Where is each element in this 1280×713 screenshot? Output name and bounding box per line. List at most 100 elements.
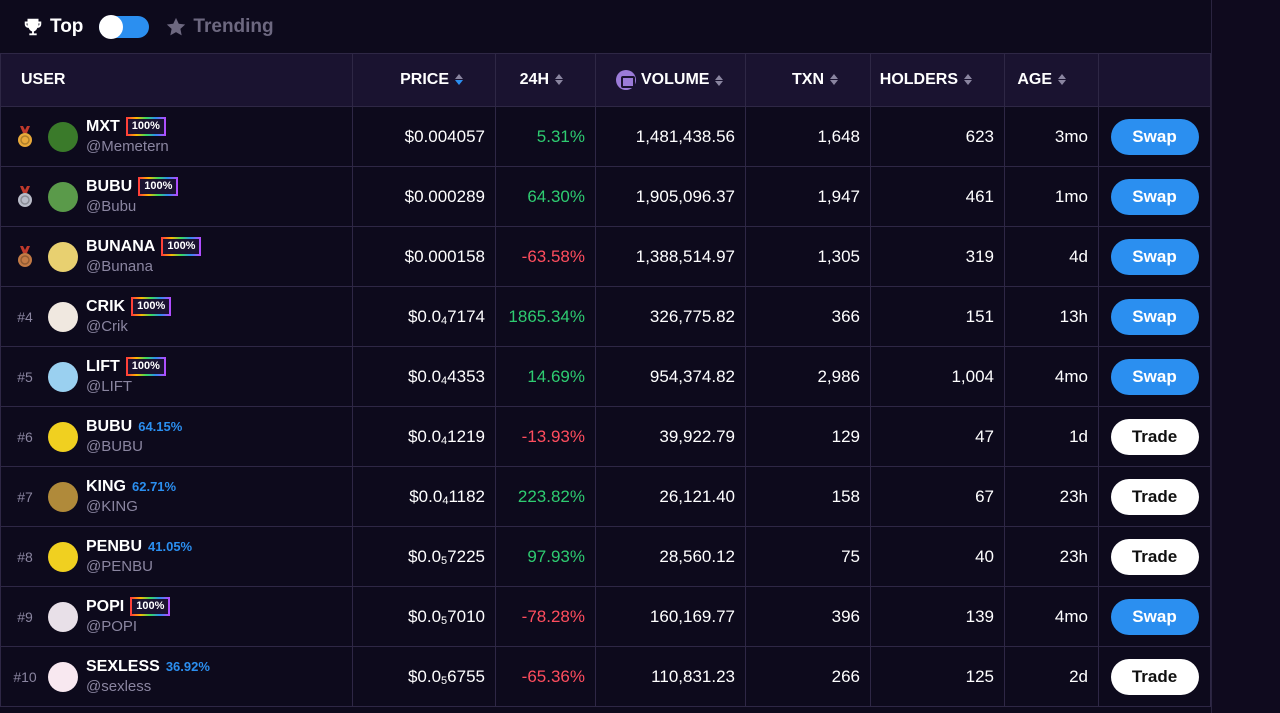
age-cell: 1d [1004,406,1099,467]
price-cell: $0.057010 [352,586,496,647]
table-row[interactable]: BUNANA 100% @Bunana $0.000158 -63.58% 1,3… [0,226,1211,287]
user-cell[interactable]: #5 LIFT 100% @LIFT [0,346,353,407]
table-row[interactable]: #9 POPI 100% @POPI $0.057010 -78.28% 160,… [0,586,1211,647]
volume-cell: 28,560.12 [595,526,746,587]
token-name: BUNANA [86,237,156,255]
swap-button[interactable]: Swap [1110,178,1199,215]
table-row[interactable]: #5 LIFT 100% @LIFT $0.044353 14.69% 954,3… [0,346,1211,407]
rank-number: #10 [13,668,37,685]
action-cell: Swap [1098,106,1211,167]
token-name: BUBU [86,177,133,195]
user-cell[interactable]: #6 BUBU 64.15% @BUBU [0,406,353,467]
txn-cell: 266 [745,646,871,707]
progress-badge: 100% [130,597,171,616]
change-cell: 223.82% [495,466,596,527]
trade-button[interactable]: Trade [1110,658,1199,695]
col-24h[interactable]: 24H [495,53,596,107]
price-cell: $0.047174 [352,286,496,347]
user-cell[interactable]: MXT 100% @Memetern [0,106,353,167]
swap-button[interactable]: Swap [1110,118,1199,155]
change-cell: -65.36% [495,646,596,707]
user-cell[interactable]: #7 KING 62.71% @KING [0,466,353,527]
action-cell: Swap [1098,166,1211,227]
swap-button[interactable]: Swap [1110,598,1199,635]
trade-button[interactable]: Trade [1110,478,1199,515]
txn-cell: 2,986 [745,346,871,407]
token-name: LIFT [86,357,120,375]
action-cell: Trade [1098,466,1211,527]
top-tab[interactable]: Top [22,16,83,38]
holders-cell: 1,004 [870,346,1005,407]
trade-button[interactable]: Trade [1110,418,1199,455]
token-handle: @POPI [86,617,138,635]
token-handle: @Memetern [86,137,169,155]
gold-medal-icon [18,125,32,147]
volume-cell: 326,775.82 [595,286,746,347]
col-age[interactable]: AGE [1004,53,1099,107]
swap-button[interactable]: Swap [1110,238,1199,275]
avatar [48,301,78,332]
trade-button[interactable]: Trade [1110,538,1199,575]
user-cell[interactable]: BUNANA 100% @Bunana [0,226,353,287]
rank-number: #5 [17,368,33,385]
table-row[interactable]: #6 BUBU 64.15% @BUBU $0.041219 -13.93% 39… [0,406,1211,467]
trending-tab[interactable]: Trending [165,16,274,38]
table-row[interactable]: #10 SEXLESS 36.92% @sexless $0.056755 -65… [0,646,1211,707]
token-name: PENBU [86,537,143,555]
holders-cell: 461 [870,166,1005,227]
holders-cell: 47 [870,406,1005,467]
txn-cell: 158 [745,466,871,527]
action-cell: Trade [1098,406,1211,467]
change-cell: -13.93% [495,406,596,467]
volume-cell: 1,905,096.37 [595,166,746,227]
col-price[interactable]: PRICE [352,53,496,107]
txn-cell: 1,947 [745,166,871,227]
change-cell: 64.30% [495,166,596,227]
swap-button[interactable]: Swap [1110,298,1199,335]
age-cell: 1mo [1004,166,1099,227]
progress-percent: 64.15% [138,418,183,434]
table-row[interactable]: #8 PENBU 41.05% @PENBU $0.057225 97.93% 2… [0,526,1211,587]
col-user[interactable]: USER [0,53,353,107]
price-cell: $0.056755 [352,646,496,707]
table-row[interactable]: #4 CRIK 100% @Crik $0.047174 1865.34% 326… [0,286,1211,347]
table-row[interactable]: #7 KING 62.71% @KING $0.041182 223.82% 26… [0,466,1211,527]
change-cell: 5.31% [495,106,596,167]
user-cell[interactable]: #9 POPI 100% @POPI [0,586,353,647]
progress-badge: 100% [161,237,202,256]
top-label: Top [50,15,84,37]
table-row[interactable]: BUBU 100% @Bubu $0.000289 64.30% 1,905,09… [0,166,1211,227]
token-name: BUBU [86,417,133,435]
rank-number: #9 [17,608,33,625]
table-row[interactable]: MXT 100% @Memetern $0.004057 5.31% 1,481,… [0,106,1211,167]
holders-cell: 40 [870,526,1005,587]
sort-icon [715,74,725,87]
change-cell: 97.93% [495,526,596,587]
star-icon [167,17,186,35]
col-action [1098,53,1211,107]
view-toggle[interactable] [99,14,150,39]
action-cell: Trade [1098,526,1211,587]
swap-button[interactable]: Swap [1110,358,1199,395]
col-volume[interactable]: VOLUME [595,53,746,107]
change-cell: 14.69% [495,346,596,407]
volume-cell: 1,481,438.56 [595,106,746,167]
rank-number: #4 [17,308,33,325]
col-txn[interactable]: TXN [745,53,871,107]
token-handle: @BUBU [86,437,143,455]
age-cell: 23h [1004,526,1099,587]
user-cell[interactable]: #10 SEXLESS 36.92% @sexless [0,646,353,707]
col-holders[interactable]: HOLDERS [870,53,1005,107]
holders-cell: 67 [870,466,1005,527]
volume-cell: 110,831.23 [595,646,746,707]
user-cell[interactable]: #4 CRIK 100% @Crik [0,286,353,347]
volume-cell: 39,922.79 [595,406,746,467]
progress-badge: 100% [138,177,179,196]
volume-cell: 26,121.40 [595,466,746,527]
avatar [48,361,78,392]
price-cell: $0.004057 [352,106,496,167]
user-cell[interactable]: BUBU 100% @Bubu [0,166,353,227]
action-cell: Swap [1098,286,1211,347]
price-cell: $0.041219 [352,406,496,467]
user-cell[interactable]: #8 PENBU 41.05% @PENBU [0,526,353,587]
